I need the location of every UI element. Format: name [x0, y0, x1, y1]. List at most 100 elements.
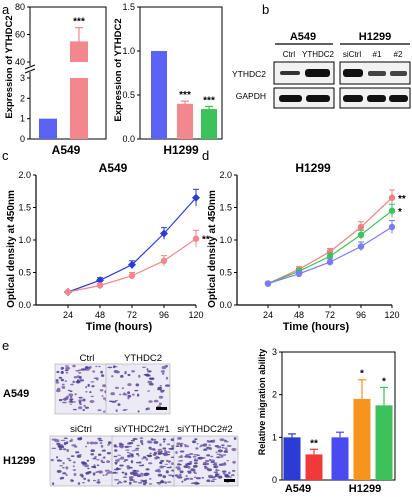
cell-stain [58, 398, 63, 402]
cell-stain [124, 445, 129, 448]
cell-stain [165, 376, 169, 380]
cell-stain [130, 439, 135, 442]
cell-stain [175, 466, 181, 469]
cell-stain [129, 481, 132, 485]
cell-stain [195, 447, 199, 450]
cell-stain [113, 455, 118, 458]
cell-stain [130, 453, 134, 457]
cell-stain [159, 461, 163, 464]
cell-stain [65, 466, 69, 470]
cell-stain [167, 481, 172, 483]
cell-stain [185, 475, 188, 477]
panel-letter-e: e [2, 338, 9, 353]
cell-stain [75, 380, 81, 384]
point-d [264, 280, 272, 287]
cell-stain [55, 379, 59, 382]
xtick-label-d: 96 [356, 310, 366, 320]
point-d [357, 231, 365, 238]
cell-stain [127, 391, 131, 395]
cell-stain [148, 377, 155, 380]
cell-stain [147, 380, 153, 384]
cell-stain [181, 480, 184, 483]
ytick-label-c: 0.0 [18, 300, 31, 310]
cell-stain [206, 479, 211, 483]
cell-stain [164, 481, 167, 484]
cell-stain [159, 465, 164, 469]
band-si1-gapdh [367, 95, 386, 102]
cell-stain [107, 444, 110, 446]
cell-stain [82, 409, 85, 411]
cell-stain [165, 384, 170, 387]
cell-stain [224, 439, 227, 442]
cell-stain [179, 450, 185, 453]
cell-stain [212, 439, 216, 443]
cell-stain [51, 447, 57, 449]
cell-stain [193, 476, 197, 479]
ylabel-e: Relative migration ability [257, 349, 267, 456]
cell-stain [65, 371, 69, 374]
cell-stain [111, 375, 114, 378]
cell-stain [221, 447, 224, 449]
cell-stain [150, 438, 154, 441]
cell-stain [231, 474, 235, 476]
cell-stain [88, 366, 92, 369]
cell-stain [204, 465, 207, 468]
scale-bar [156, 407, 167, 410]
blot-group-a549: A549 [290, 31, 316, 43]
cell-stain [157, 386, 163, 390]
cell-stain [163, 440, 166, 443]
cell-stain [61, 383, 65, 386]
cell-stain [119, 393, 122, 396]
cell-stain [116, 482, 119, 485]
ytick-label-d: 0.0 [219, 300, 232, 310]
cell-stain [114, 400, 118, 402]
cell-stain [145, 468, 150, 471]
cell-stain [56, 469, 62, 473]
cell-stain [113, 444, 117, 448]
band-si1-ythdc2 [368, 71, 386, 76]
ytick-label-d: 2.0 [219, 170, 232, 180]
cell-stain [111, 400, 117, 403]
cell-stain [77, 482, 81, 485]
cell-stain [149, 448, 155, 450]
cell-stain [147, 370, 152, 373]
cell-stain [97, 409, 102, 412]
cell-stain [149, 452, 152, 455]
cell-stain [213, 465, 217, 469]
ytick-label-c: 0.5 [18, 268, 31, 278]
cell-stain [59, 465, 63, 467]
cell-stain [86, 459, 90, 462]
cell-stain [89, 400, 95, 403]
cell-stain [83, 477, 87, 480]
cell-stain [62, 472, 67, 475]
cell-stain [85, 385, 88, 389]
cell-stain [131, 370, 136, 373]
cell-stain [199, 446, 202, 448]
cell-stain [127, 454, 131, 458]
cell-stain [138, 374, 141, 378]
cell-stain [56, 389, 61, 393]
cell-stain [226, 445, 232, 447]
panel-letter-a: a [2, 2, 10, 17]
cell-stain [60, 378, 64, 382]
cell-stain [100, 370, 103, 374]
cell-stain [128, 452, 132, 455]
cell-stain [209, 440, 213, 443]
cell-stain [168, 474, 173, 477]
cell-stain [90, 449, 95, 452]
lane-ctrl: Ctrl [283, 50, 296, 59]
cell-stain [208, 447, 212, 450]
point-d [295, 270, 303, 277]
ytick-label-c: 1.0 [18, 235, 31, 245]
cell-stain [187, 470, 192, 474]
cell-stain [72, 469, 77, 471]
xtick-label-d: 48 [294, 310, 304, 320]
western-blot: A549 H1299 Ctrl YTHDC2 siCtrl #1 #2 YTHD… [232, 31, 411, 109]
point-c [64, 288, 72, 296]
cell-stain [96, 464, 100, 467]
micrograph-image [111, 435, 177, 487]
cell-stain [115, 459, 120, 462]
point-d [388, 207, 396, 214]
xlabel-c: Time (hours) [86, 321, 153, 333]
